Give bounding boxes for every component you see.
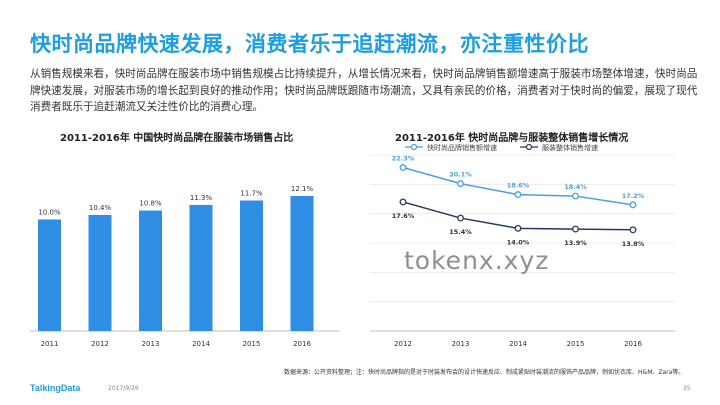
watermark: tokenx.xyz [404,246,550,275]
data-label: 13.9% [564,239,587,247]
x-tick-label: 2014 [192,340,210,348]
data-point [572,192,579,200]
bar-data-label: 11.7% [240,190,263,198]
data-label: 14.0% [507,238,530,246]
bar-chart-title: 2011-2016年 中国快时尚品牌在服装市场销售占比 [60,133,294,144]
data-point [629,226,637,234]
slide-body-text: 从销售规模来看，快时尚品牌在服装市场中销售规模占比持续提升，从增长情况来看，快时… [30,68,698,113]
x-tick-label: 2013 [142,340,160,348]
data-point [457,214,464,222]
bar [240,200,263,331]
data-label: 17.6% [392,212,415,220]
brand-logo: TalkingData [30,383,81,393]
data-label: 20.1% [449,171,472,179]
data-label: 22.3% [392,154,415,162]
x-tick-label: 2014 [509,340,527,348]
bar-data-label: 11.3% [190,194,213,202]
data-point [399,198,407,206]
bar-data-label: 10.8% [139,200,162,208]
x-tick-label: 2016 [293,340,311,348]
bar-data-label: 12.1% [291,185,314,193]
bar [290,196,314,331]
x-tick-label: 2012 [394,340,412,348]
x-tick-label: 2012 [91,340,109,348]
legend-label: 服装整体销售增速 [542,143,598,152]
legend-marker [410,143,418,151]
data-label: 13.8% [622,240,645,248]
bar [189,204,213,331]
data-point [572,225,579,233]
legend-label: 快时尚品牌销售额增速 [427,143,497,152]
x-tick-label: 2011 [41,340,59,348]
bar-data-label: 10.0% [38,208,61,216]
bar [139,210,162,331]
x-tick-label: 2013 [452,340,470,348]
bar [88,215,112,331]
page-number: 35 [683,385,691,392]
data-point [514,191,522,199]
slide-title: 快时尚品牌快速发展，消费者乐于追赶潮流，亦注重性价比 [30,32,589,56]
slide-date: 2017/9/26 [108,385,139,392]
data-label: 15.4% [449,228,472,236]
data-label: 18.6% [507,182,530,190]
bar-chart: 10.0% 2011 10.4% 2012 10.8% 2013 11.3% 2014 11.7… [30,185,340,348]
line-chart: 快时尚品牌销售额增速 服装整体销售增速 22.3% 20.1% 18.6% 18.4% 17… [370,143,675,348]
line-chart-title: 2011-2016年 快时尚品牌与服装整体销售增长情况 [395,133,629,144]
data-point [399,164,407,171]
data-label: 17.2% [622,192,645,200]
legend-marker [525,143,533,151]
bar [38,219,61,331]
x-tick-label: 2015 [567,340,585,348]
bar-data-label: 10.4% [89,204,112,212]
x-tick-label: 2016 [624,340,642,348]
data-point [514,224,522,232]
data-point [457,180,464,188]
data-point [629,201,637,209]
data-source-note: 数据来源：公开资料整理；注：快时尚品牌指的是对于时装发布会的设计快速反应、制成紧… [284,369,685,376]
x-tick-label: 2015 [243,340,261,348]
data-label: 18.4% [564,183,587,191]
